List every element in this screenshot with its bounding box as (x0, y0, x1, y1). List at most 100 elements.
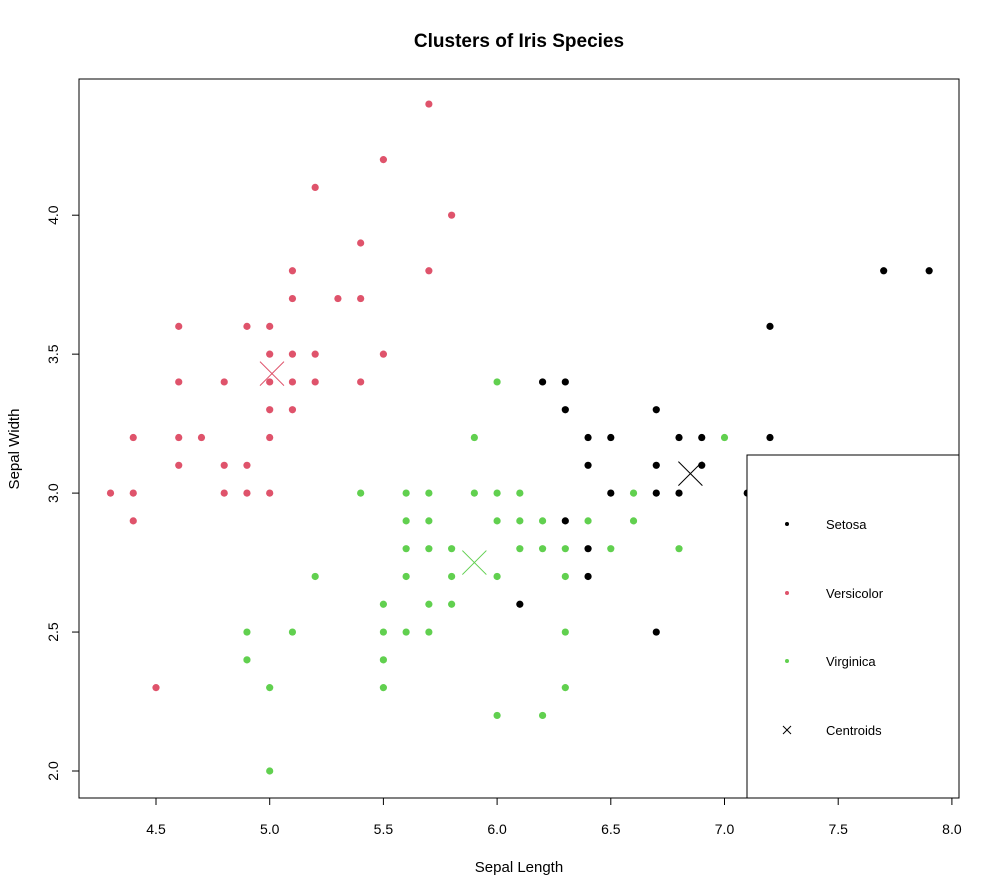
x-tick-label: 5.5 (374, 821, 394, 837)
data-point-versicolor (311, 378, 319, 386)
data-point-versicolor (288, 350, 297, 358)
data-point-virginica (311, 572, 319, 581)
legend-label: Centroids (826, 723, 882, 738)
data-point-virginica (402, 517, 410, 525)
y-tick-label: 2.5 (45, 622, 61, 642)
data-point-virginica (584, 517, 592, 525)
data-point-versicolor (357, 378, 365, 386)
data-point-versicolor (266, 433, 274, 442)
data-point-setosa (698, 433, 706, 442)
data-point-setosa (538, 378, 547, 386)
data-point-setosa (561, 406, 569, 414)
data-point-virginica (538, 545, 547, 553)
data-point-setosa (652, 489, 660, 497)
data-point-setosa (584, 545, 592, 553)
data-point-setosa (652, 406, 660, 414)
data-point-versicolor (129, 433, 137, 442)
data-point-versicolor (129, 517, 137, 525)
data-point-virginica (425, 628, 433, 636)
data-point-virginica (538, 711, 547, 720)
data-point-versicolor (425, 267, 433, 275)
data-point-setosa (607, 489, 615, 497)
data-point-setosa (675, 489, 683, 497)
data-point-virginica (379, 600, 387, 608)
data-point-setosa (675, 433, 683, 442)
data-point-virginica (720, 433, 729, 442)
data-point-virginica (493, 711, 501, 720)
data-point-versicolor (357, 239, 365, 247)
data-point-virginica (425, 517, 433, 525)
data-point-versicolor (379, 156, 387, 164)
data-point-virginica (357, 489, 365, 497)
data-point-setosa (584, 433, 592, 442)
x-tick-label: 6.5 (601, 821, 621, 837)
data-point-versicolor (311, 183, 319, 192)
legend-marker-versicolor (785, 591, 789, 595)
x-tick-label: 6.0 (487, 821, 507, 837)
data-point-versicolor (243, 461, 251, 469)
data-point-virginica (538, 517, 547, 525)
data-point-setosa (516, 600, 524, 608)
data-point-versicolor (243, 322, 251, 330)
data-point-virginica (561, 628, 569, 636)
data-point-virginica (243, 656, 251, 664)
data-point-virginica (629, 517, 638, 525)
data-point-virginica (493, 517, 501, 525)
data-point-virginica (516, 489, 524, 497)
data-point-virginica (675, 545, 683, 553)
data-point-versicolor (220, 461, 228, 469)
data-point-virginica (493, 489, 501, 497)
data-point-setosa (584, 461, 592, 469)
data-point-virginica (607, 545, 615, 553)
data-point-virginica (425, 600, 433, 608)
legend-marker-virginica (785, 659, 789, 663)
data-point-virginica (266, 684, 274, 692)
data-point-versicolor (288, 294, 297, 303)
data-point-setosa (607, 433, 615, 442)
data-point-setosa (925, 267, 933, 275)
data-point-virginica (266, 767, 274, 775)
y-tick-label: 4.0 (45, 205, 61, 225)
data-point-versicolor (448, 211, 456, 219)
data-point-virginica (379, 684, 387, 692)
data-point-versicolor (129, 489, 137, 497)
y-tick-label: 3.0 (45, 483, 61, 503)
data-point-virginica (448, 572, 456, 581)
data-point-versicolor (288, 267, 297, 275)
y-axis: 2.0 2.5 3.0 3.5 4.0 (45, 205, 79, 781)
data-point-versicolor (175, 378, 183, 386)
data-point-virginica (379, 656, 387, 664)
centroid-markers (259, 361, 703, 575)
data-point-versicolor (288, 406, 297, 414)
data-point-versicolor (243, 489, 251, 497)
centroid-marker (462, 550, 487, 575)
data-point-versicolor (220, 489, 228, 497)
data-point-versicolor (288, 378, 297, 386)
data-points (106, 100, 933, 775)
legend-label: Virginica (826, 654, 876, 669)
data-point-virginica (516, 517, 524, 525)
data-point-setosa (652, 628, 660, 636)
legend-marker-setosa (785, 522, 789, 526)
data-point-versicolor (334, 294, 342, 303)
legend-marker-centroids (782, 725, 792, 735)
data-point-versicolor (197, 433, 206, 442)
data-point-versicolor (152, 684, 160, 692)
centroid-marker (259, 361, 285, 386)
data-point-setosa (766, 322, 774, 330)
legend-label: Versicolor (826, 586, 884, 601)
data-point-virginica (470, 433, 478, 442)
data-point-virginica (561, 684, 569, 692)
y-tick-label: 2.0 (45, 761, 61, 781)
legend-box (746, 454, 960, 799)
y-axis-label: Sepal Width (6, 409, 23, 490)
data-point-virginica (561, 545, 569, 553)
x-tick-label: 4.5 (146, 821, 166, 837)
data-point-virginica (629, 489, 638, 497)
data-point-virginica (516, 545, 524, 553)
data-point-setosa (652, 461, 660, 469)
data-point-virginica (493, 572, 501, 581)
data-point-versicolor (266, 322, 274, 330)
data-point-versicolor (266, 406, 274, 414)
x-axis: 4.5 5.0 5.5 6.0 6.5 7.0 7.5 8.0 (146, 798, 962, 837)
